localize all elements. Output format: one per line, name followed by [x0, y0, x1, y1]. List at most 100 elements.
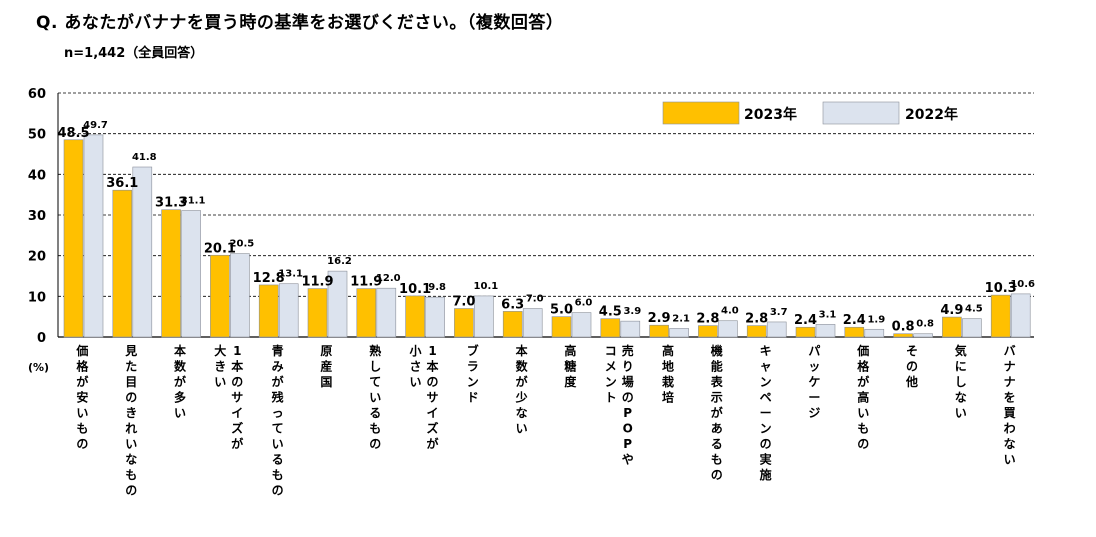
x-category-label: 1 本のサイズが [231, 344, 243, 451]
x-category-label: 熟しているもの [369, 343, 381, 451]
bar-2023 [63, 139, 84, 338]
bar-2023 [258, 284, 279, 338]
data-label-2022: 41.8 [132, 152, 157, 163]
x-category-label: バナナを買わない [1004, 344, 1016, 467]
bar-2022 [864, 328, 885, 338]
bar-2023 [698, 325, 718, 338]
data-label-2022: 13.1 [278, 269, 303, 280]
bar-2023 [112, 189, 133, 338]
bar-2023 [356, 288, 377, 338]
data-label-2022: 3.7 [770, 307, 788, 318]
x-category-label: 本数が多い [174, 343, 187, 420]
y-tick-label: 10 [28, 290, 46, 305]
y-tick-label: 20 [28, 250, 46, 265]
data-label-2023: 11.9 [301, 275, 333, 290]
x-category-label: 原産国 [320, 344, 332, 389]
x-category-label: 機能表示があるもの [710, 343, 724, 482]
bar-2022 [474, 295, 494, 338]
x-category-label: 価格が安いもの [75, 343, 89, 451]
bar-2023 [942, 316, 962, 338]
question-title: Q. あなたがバナナを買う時の基準をお選びください。（複数回答） [36, 13, 564, 33]
data-label-2022: 3.1 [819, 309, 837, 320]
legend-swatch-2023 [662, 101, 740, 125]
x-category-label: ブランド [467, 343, 479, 405]
data-label-2022: 7.0 [526, 294, 544, 305]
x-category-label: 青みが残っているもの [272, 343, 284, 498]
bar-2023 [844, 326, 865, 338]
x-category-label: パッケージ [808, 344, 820, 420]
data-label-2023: 5.0 [550, 303, 573, 318]
bar-2023 [161, 209, 181, 338]
bar-2023 [307, 288, 328, 338]
data-label-2023: 10.3 [985, 281, 1017, 296]
bar-2022 [669, 328, 689, 338]
y-tick-label: 60 [28, 87, 46, 102]
bar-2022 [1010, 293, 1031, 338]
x-category-label: キャンペーンの実施 [760, 344, 772, 482]
x-category-label: その他 [905, 344, 918, 389]
bar-2022 [425, 296, 445, 338]
bar-2022 [230, 253, 250, 338]
data-label-2023: 2.4 [843, 313, 866, 328]
data-label-2022: 49.7 [83, 120, 108, 131]
bar-2022 [620, 320, 641, 338]
bar-2022 [962, 318, 982, 338]
data-label-2023: 2.4 [794, 313, 817, 328]
x-category-label: コメント [605, 344, 617, 405]
bar-2023 [649, 324, 669, 338]
bar-2023 [600, 318, 621, 338]
x-category-label: 売り場の P O P や [622, 343, 634, 467]
bar-2022 [327, 270, 348, 338]
data-label-2023: 10.1 [399, 282, 431, 297]
data-label-2022: 16.2 [327, 256, 352, 267]
bar-2023 [746, 325, 767, 338]
bar-2022 [83, 134, 104, 338]
bar-2023 [502, 311, 523, 338]
bar-2022 [278, 283, 299, 338]
data-label-2022: 4.0 [721, 306, 739, 317]
data-label-2023: 0.8 [892, 320, 915, 335]
data-label-2023: 36.1 [106, 176, 138, 191]
legend-label-2023: 2023年 [744, 106, 797, 123]
bar-2022 [815, 324, 836, 338]
y-tick-label: 30 [28, 209, 46, 224]
data-label-2023: 12.8 [253, 271, 285, 286]
x-category-label: 価格が高いもの [856, 343, 870, 451]
data-label-2023: 6.3 [501, 297, 524, 312]
data-label-2023: 2.9 [648, 311, 671, 326]
bar-2022 [376, 287, 397, 338]
x-category-label: 見た目のきれいなもの [124, 343, 137, 498]
bar-2022 [913, 333, 933, 338]
data-label-2023: 2.8 [745, 312, 768, 327]
data-label-2023: 11.9 [350, 275, 382, 290]
legend-label-2022: 2022年 [905, 106, 958, 123]
data-label-2022: 10.6 [1010, 279, 1035, 290]
y-tick-label: 0 [37, 331, 46, 346]
bar-2022 [571, 312, 592, 338]
bar-2022 [718, 320, 738, 338]
data-label-2022: 10.1 [474, 281, 499, 292]
data-label-2023: 31.3 [155, 196, 187, 211]
data-label-2023: 7.0 [452, 295, 475, 310]
data-label-2023: 2.8 [696, 312, 719, 327]
data-label-2023: 48.5 [57, 126, 89, 141]
x-category-label: 気にしない [955, 343, 967, 420]
x-category-label: 大きい [214, 343, 226, 389]
bar-2023 [990, 294, 1011, 338]
data-label-2022: 6.0 [575, 298, 593, 309]
bar-2022 [522, 308, 543, 338]
bar-2023 [210, 254, 230, 338]
data-label-2023: 4.5 [599, 305, 622, 320]
bar-2023 [454, 308, 474, 338]
data-label-2022: 3.9 [623, 306, 641, 317]
x-category-label: 高糖度 [564, 343, 577, 389]
bar-2022 [766, 321, 787, 338]
bar-2023 [893, 333, 913, 338]
bar-2022 [181, 210, 201, 338]
y-tick-label: 50 [28, 128, 46, 143]
data-label-2023: 4.9 [940, 303, 963, 318]
data-label-2023: 20.1 [204, 241, 236, 256]
data-label-2022: 1.9 [867, 314, 885, 325]
x-category-label: 本数が少ない [515, 343, 529, 436]
data-label-2022: 12.0 [376, 273, 401, 284]
